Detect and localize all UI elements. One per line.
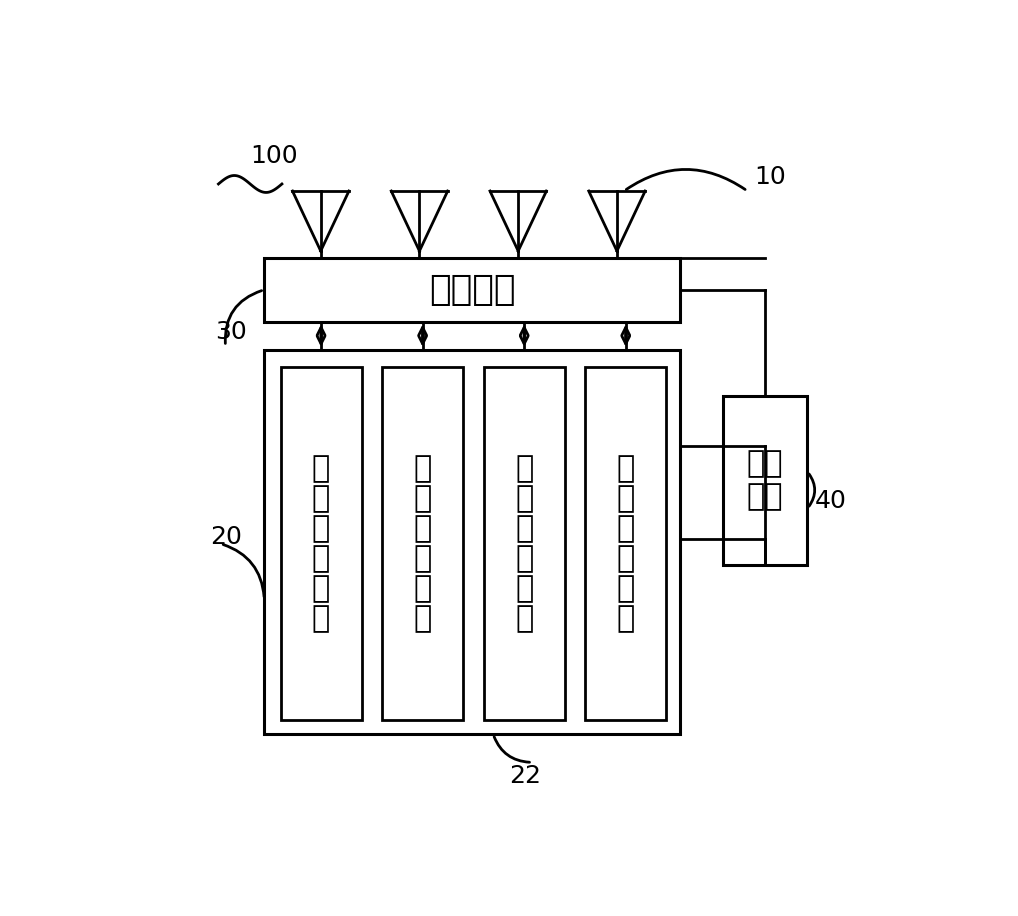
Text: 选通模块: 选通模块 (430, 273, 515, 307)
Text: 控制
模块: 控制 模块 (747, 449, 783, 511)
Text: 20: 20 (210, 525, 242, 549)
Text: 射
频
前
端
模
块: 射 频 前 端 模 块 (617, 453, 635, 634)
Text: 射
频
前
端
模
块: 射 频 前 端 模 块 (515, 453, 533, 634)
Bar (265, 350, 680, 734)
Text: 10: 10 (754, 165, 786, 189)
Bar (484, 367, 565, 720)
Bar (281, 367, 361, 720)
Bar (382, 367, 463, 720)
Bar (585, 367, 667, 720)
Text: 40: 40 (814, 489, 846, 513)
Text: 100: 100 (250, 144, 298, 168)
Bar (723, 396, 807, 565)
Text: 22: 22 (509, 765, 542, 789)
Text: 30: 30 (215, 320, 246, 344)
Bar (265, 258, 680, 322)
Text: 射
频
前
端
模
块: 射 频 前 端 模 块 (312, 453, 330, 634)
Text: 射
频
前
端
模
块: 射 频 前 端 模 块 (413, 453, 432, 634)
